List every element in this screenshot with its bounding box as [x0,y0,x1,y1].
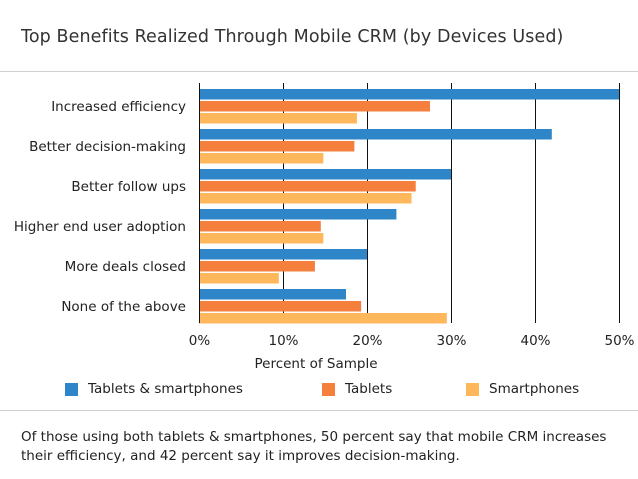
bar [199,221,321,232]
x-tick-label: 0% [189,333,211,349]
bar [199,289,346,300]
chart-title: Top Benefits Realized Through Mobile CRM… [21,27,564,47]
legend-item-tablets: Tablets [322,381,392,397]
bar [199,141,355,152]
y-category-label: Better follow ups [71,179,186,195]
legend-item-smartphones: Smartphones [466,381,579,397]
chart-caption: Of those using both tablets & smartphone… [21,429,607,464]
bottom-divider [0,410,638,411]
bar-chart: 0% 10% 20% 30% 40% 50% Percent of Sample Increa… [14,83,635,372]
y-category-label: None of the above [61,299,186,315]
x-tick-label: 10% [268,333,298,349]
bar [199,181,416,192]
legend-label-tablets-smartphones: Tablets & smartphones [88,381,243,397]
bar [199,273,279,284]
bar [199,169,451,180]
legend-label-tablets: Tablets [345,381,393,397]
legend-swatch-smartphones [466,382,479,396]
legend-item-tablets-smartphones: Tablets & smartphones [65,381,243,397]
legend-label-smartphones: Smartphones [489,381,580,397]
bar [199,193,412,204]
top-divider [0,71,638,72]
y-category-label: More deals closed [65,259,186,275]
bar [199,301,362,312]
y-category-label: Increased efficiency [51,99,186,115]
x-axis-title: Percent of Sample [254,356,377,372]
bar [199,209,397,220]
bar [199,113,357,124]
y-category-label: Better decision-making [29,139,186,155]
x-tick-label: 20% [352,333,382,349]
bar [199,313,447,324]
legend-swatch-tablets-smartphones [65,382,78,396]
bar [199,89,619,100]
x-tick-label: 40% [520,333,550,349]
y-category-label: Higher end user adoption [14,219,186,235]
bar [199,233,324,244]
bar [199,153,324,164]
x-tick-label: 30% [436,333,466,349]
x-tick-label: 50% [604,333,634,349]
bar [199,261,315,272]
bar [199,249,367,260]
bar [199,101,430,112]
legend-swatch-tablets [322,382,335,396]
bar [199,129,552,140]
